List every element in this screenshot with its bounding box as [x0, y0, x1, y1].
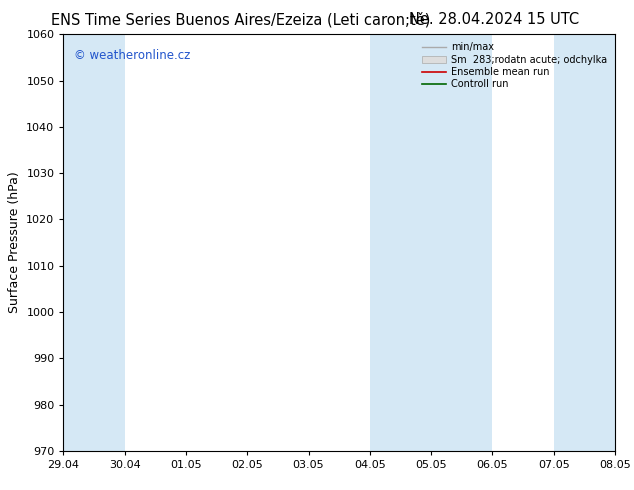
Bar	[553, 34, 634, 451]
Y-axis label: Surface Pressure (hPa): Surface Pressure (hPa)	[8, 172, 21, 314]
Legend: min/max, Sm  283;rodatn acute; odchylka, Ensemble mean run, Controll run: min/max, Sm 283;rodatn acute; odchylka, …	[419, 39, 610, 92]
Text: ENS Time Series Buenos Aires/Ezeiza (Leti caron;tě): ENS Time Series Buenos Aires/Ezeiza (Let…	[51, 12, 430, 28]
Text: © weatheronline.cz: © weatheronline.cz	[74, 49, 191, 62]
Bar	[370, 34, 493, 451]
Text: Ne. 28.04.2024 15 UTC: Ne. 28.04.2024 15 UTC	[410, 12, 579, 27]
Bar	[63, 34, 125, 451]
